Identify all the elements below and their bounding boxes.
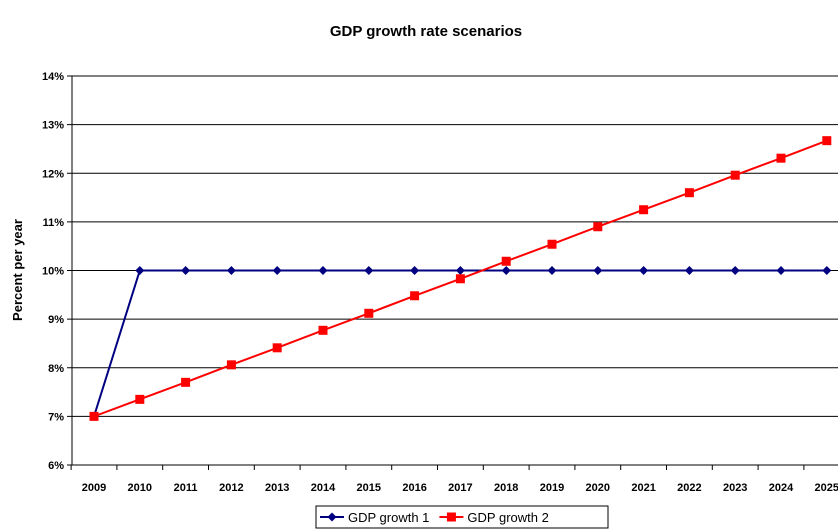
legend-marker — [446, 512, 456, 522]
data-point — [272, 343, 282, 353]
data-point — [501, 256, 511, 266]
data-point — [776, 266, 786, 275]
data-point — [547, 266, 557, 275]
legend-label: GDP growth 2 — [467, 510, 548, 525]
data-point — [639, 266, 649, 275]
data-point — [501, 266, 511, 275]
data-point — [364, 308, 374, 318]
data-point — [135, 266, 145, 275]
data-point — [776, 153, 786, 163]
y-tick-label: 11% — [43, 217, 65, 229]
series-group — [89, 136, 832, 421]
data-point — [684, 188, 694, 198]
series-line — [93, 269, 827, 417]
y-tick-label: 8% — [48, 363, 64, 375]
x-tick-label: 2024 — [769, 482, 794, 494]
data-point — [181, 377, 191, 387]
y-axis-label: Percent per year — [10, 219, 25, 321]
chart-title: GDP growth rate scenarios — [330, 23, 522, 40]
data-point — [455, 266, 465, 275]
data-point — [593, 266, 603, 275]
x-tick-label: 2012 — [219, 482, 243, 494]
y-tick-label: 13% — [42, 120, 64, 132]
legend-item-1: GDP growth 1 — [320, 510, 429, 525]
x-tick-label: 2011 — [174, 482, 198, 494]
x-tick-label: 2022 — [677, 482, 701, 494]
data-point — [730, 170, 740, 180]
data-point — [455, 274, 465, 284]
x-tick-label: 2021 — [631, 482, 655, 494]
legend-label: GDP growth 1 — [348, 510, 429, 525]
legend-item-2: GDP growth 2 — [439, 510, 549, 525]
series-2 — [89, 136, 832, 421]
data-point — [364, 266, 374, 275]
data-point — [226, 266, 236, 275]
x-tick-label: 2018 — [494, 482, 518, 494]
series-1 — [89, 266, 832, 421]
data-point — [730, 266, 740, 275]
x-tick-label: 2023 — [723, 482, 747, 494]
data-point — [272, 266, 282, 275]
y-tick-label: 12% — [42, 168, 64, 180]
x-tick-label: 2014 — [311, 482, 336, 494]
legend: GDP growth 1 GDP growth 2 — [315, 505, 609, 529]
data-point — [318, 325, 328, 335]
data-point — [181, 266, 191, 275]
data-point — [593, 222, 603, 232]
x-tick-label: 2015 — [357, 482, 381, 494]
data-point — [547, 239, 557, 249]
x-tick-label: 2016 — [402, 482, 426, 494]
x-tick-label: 2010 — [128, 482, 152, 494]
x-tick-label: 2013 — [265, 482, 289, 494]
data-point — [318, 266, 328, 275]
x-tick-label: 2017 — [448, 482, 472, 494]
data-point — [89, 411, 99, 421]
gridlines — [72, 75, 838, 417]
data-point — [822, 136, 832, 146]
y-tick-labels: 6% 7% 8% 9% 10% 11% 12% 13% 14% — [42, 71, 64, 472]
x-tick-label: 2025 — [815, 482, 838, 494]
data-point — [410, 266, 420, 275]
x-tick-label: 2019 — [540, 482, 564, 494]
y-tick-label: 6% — [48, 460, 64, 472]
data-point — [226, 360, 236, 370]
legend-marker — [327, 512, 337, 522]
y-tick-label: 14% — [42, 71, 64, 83]
y-tick-label: 7% — [48, 411, 64, 423]
data-point — [410, 291, 420, 301]
x-tick-labels: 2009 2010 2011 2012 2013 2014 2015 2016 2017 2018… — [82, 482, 838, 494]
data-point — [822, 266, 832, 275]
y-tick-label: 9% — [48, 314, 64, 326]
data-point — [684, 266, 694, 275]
data-point — [135, 394, 145, 404]
x-tick-label: 2009 — [82, 482, 106, 494]
y-tick-label: 10% — [42, 266, 64, 278]
axes — [67, 75, 838, 470]
data-point — [639, 205, 649, 215]
x-tick-label: 2020 — [586, 482, 610, 494]
